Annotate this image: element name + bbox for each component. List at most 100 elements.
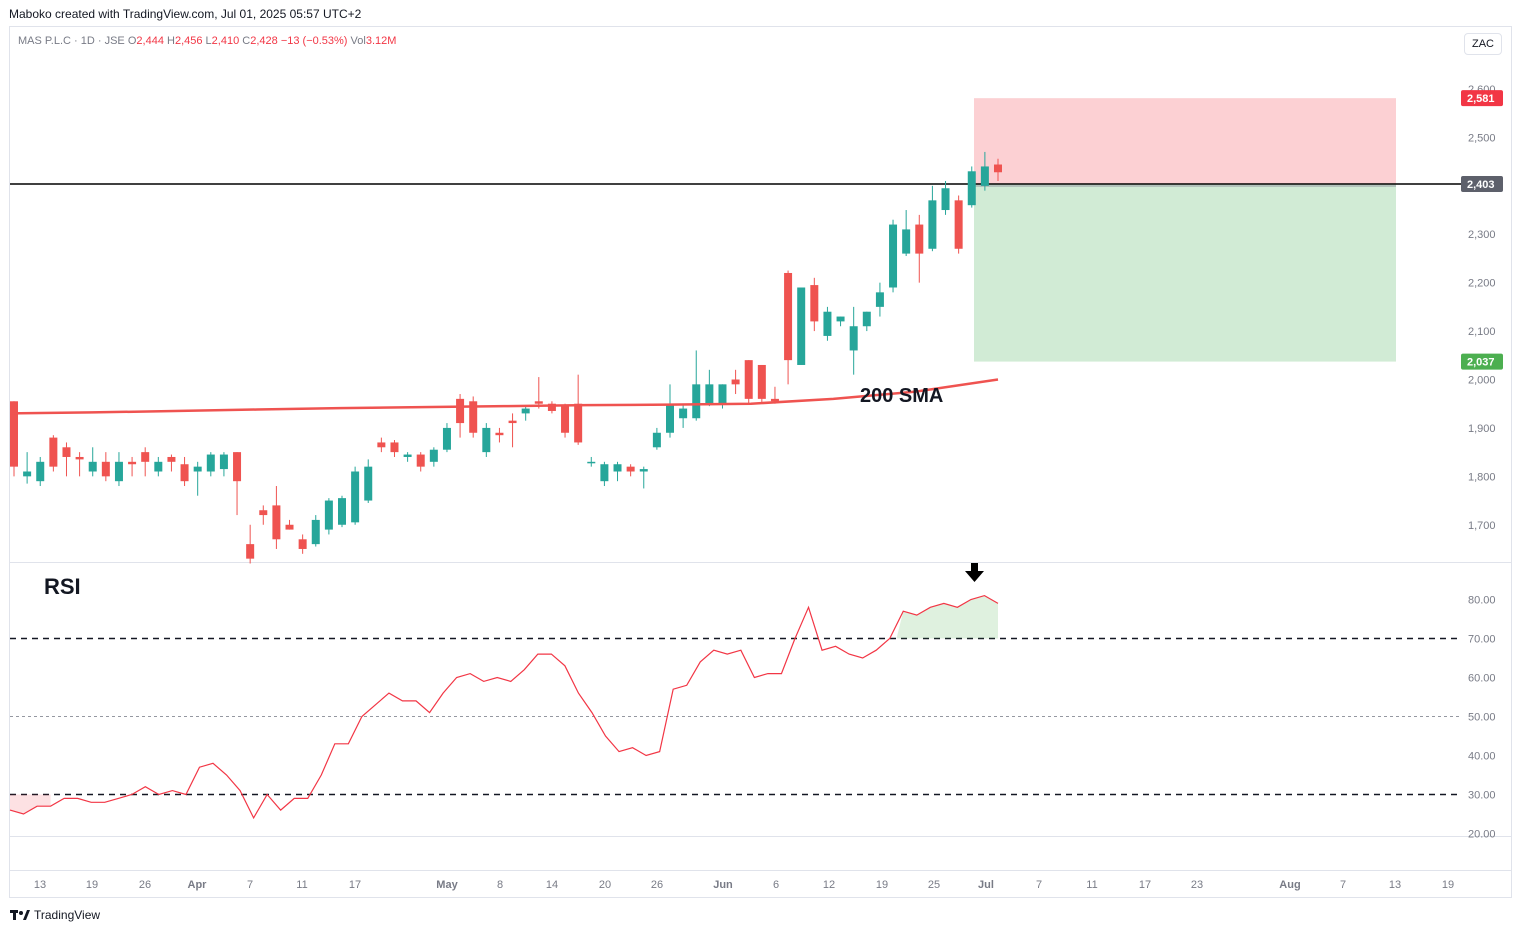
stop-price-tag[interactable]	[1461, 90, 1503, 107]
candle-body[interactable]	[534, 401, 543, 404]
currency-button[interactable]: ZAC	[1464, 33, 1502, 55]
candle-body[interactable]	[338, 498, 346, 525]
candle-body[interactable]	[915, 224, 924, 254]
candle-body[interactable]	[416, 454, 425, 467]
candle-body[interactable]	[193, 466, 202, 472]
stop-loss-zone[interactable]	[974, 98, 1396, 184]
candle-body[interactable]	[298, 539, 307, 549]
sma-200-line[interactable]	[9, 378, 999, 415]
candle-body[interactable]	[10, 401, 18, 467]
candle-body[interactable]	[547, 403, 556, 411]
down-arrow-icon[interactable]	[965, 563, 984, 582]
rsi-axis-tick: 80.00	[1468, 595, 1496, 607]
candle-body[interactable]	[377, 442, 386, 448]
rsi-axis-tick: 20.00	[1468, 829, 1496, 841]
candle-body[interactable]	[403, 454, 412, 457]
time-axis-tick: 8	[497, 879, 503, 891]
candle-body[interactable]	[954, 200, 963, 249]
candle-body[interactable]	[823, 311, 832, 336]
candle-body[interactable]	[508, 420, 517, 424]
change-value: −13 (−0.53%)	[280, 35, 348, 47]
candle-body[interactable]	[246, 544, 255, 559]
sma-200-label: 200 SMA	[860, 385, 943, 407]
candle-body[interactable]	[770, 398, 779, 402]
candle-body[interactable]	[994, 164, 1002, 173]
time-axis-tick: 7	[247, 879, 253, 891]
candle-body[interactable]	[587, 461, 596, 464]
hline-price-tag[interactable]	[1461, 176, 1503, 192]
candle-body[interactable]	[784, 272, 793, 361]
candle-body[interactable]	[810, 285, 819, 322]
candle-body[interactable]	[692, 384, 701, 419]
candle-body[interactable]	[114, 461, 123, 482]
chart-frame	[9, 26, 1512, 898]
candle-body[interactable]	[154, 461, 163, 472]
candle-body[interactable]	[75, 456, 84, 460]
candle-body[interactable]	[442, 427, 451, 450]
candle-body[interactable]	[862, 311, 871, 327]
candle-body[interactable]	[272, 505, 281, 540]
candle-body[interactable]	[180, 464, 189, 482]
candle-body[interactable]	[600, 464, 609, 482]
candle-body[interactable]	[666, 403, 674, 433]
candle-body[interactable]	[141, 452, 150, 462]
candle-body[interactable]	[889, 224, 898, 288]
candle-body[interactable]	[23, 471, 32, 477]
candle-body[interactable]	[731, 379, 740, 385]
candle-body[interactable]	[259, 510, 268, 516]
candle-body[interactable]	[101, 461, 110, 477]
time-axis-tick: Jun	[713, 879, 733, 891]
target-price-tag[interactable]	[1461, 353, 1503, 370]
candle-body[interactable]	[364, 466, 373, 501]
candle-body[interactable]	[167, 456, 176, 462]
candle-body[interactable]	[652, 432, 661, 448]
candle-body[interactable]	[285, 524, 294, 530]
candle-body[interactable]	[469, 401, 478, 433]
symbol-legend[interactable]: MAS P.L.C · 1D · JSE O2,444 H2,456 L2,41…	[18, 35, 396, 47]
candle-body[interactable]	[574, 403, 583, 443]
candle-body[interactable]	[705, 384, 714, 404]
candle-body[interactable]	[351, 471, 360, 523]
candle-body[interactable]	[128, 461, 137, 465]
candle-body[interactable]	[390, 442, 399, 453]
candle-body[interactable]	[980, 166, 989, 186]
footer-brand[interactable]: TradingView	[10, 908, 100, 922]
candle-body[interactable]	[679, 408, 688, 419]
close-value: 2,428	[250, 35, 278, 47]
candle-body[interactable]	[613, 464, 622, 472]
candle-body[interactable]	[744, 360, 753, 399]
candle-body[interactable]	[902, 229, 911, 254]
candle-body[interactable]	[495, 432, 504, 436]
volume-label: Vol	[350, 35, 366, 47]
rsi-line[interactable]	[9, 594, 999, 820]
candle-body[interactable]	[718, 384, 727, 404]
candle-body[interactable]	[482, 427, 491, 453]
candle-body[interactable]	[928, 200, 937, 249]
candle-body[interactable]	[456, 398, 465, 424]
candle-body[interactable]	[561, 406, 570, 433]
candle-body[interactable]	[36, 461, 45, 482]
candle-body[interactable]	[62, 447, 71, 457]
candle-body[interactable]	[875, 292, 884, 307]
candle-body[interactable]	[311, 519, 320, 545]
candle-body[interactable]	[797, 287, 806, 365]
candle-body[interactable]	[206, 454, 215, 472]
tradingview-logo-icon	[10, 910, 30, 920]
candle-body[interactable]	[639, 469, 648, 472]
time-axis-tick: 11	[1086, 879, 1097, 891]
candle-body[interactable]	[626, 466, 635, 472]
candle-body[interactable]	[88, 461, 97, 472]
candle-body[interactable]	[836, 316, 845, 322]
candle-body[interactable]	[324, 500, 333, 530]
take-profit-zone[interactable]	[974, 184, 1396, 362]
candle-body[interactable]	[219, 454, 228, 470]
candle-body[interactable]	[521, 408, 530, 414]
candle-body[interactable]	[429, 449, 438, 462]
candle-body[interactable]	[967, 171, 976, 206]
candle-body[interactable]	[757, 364, 766, 399]
candle-body[interactable]	[233, 452, 242, 482]
candle-body[interactable]	[849, 326, 858, 351]
candle-body[interactable]	[941, 188, 950, 211]
candle-body[interactable]	[49, 437, 58, 467]
